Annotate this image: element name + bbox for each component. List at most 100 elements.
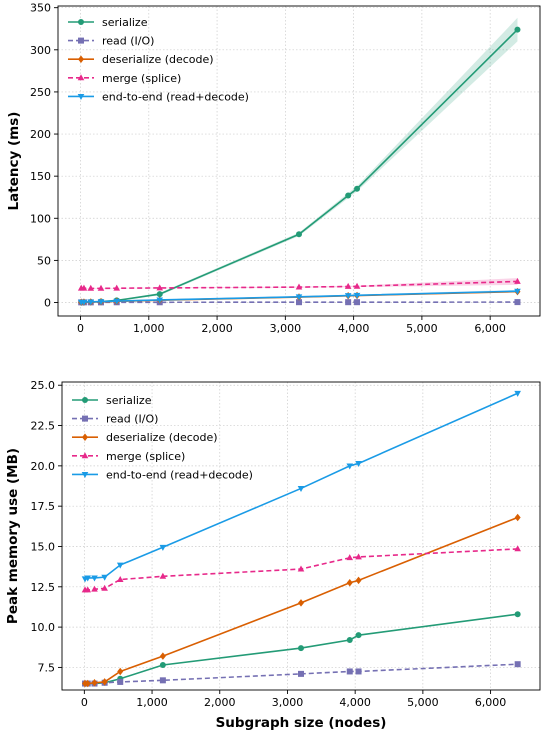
series-line: [85, 663, 518, 685]
legend-label: serialize: [106, 394, 152, 407]
y-tick-label: 10.0: [31, 621, 56, 634]
legend-label: end-to-end (read+decode): [102, 90, 249, 103]
legend-marker: [82, 433, 88, 441]
y-tick-label: 200: [30, 128, 51, 141]
data-point: [514, 545, 521, 552]
data-point: [514, 661, 521, 668]
x-tick-label: 5,000: [407, 696, 439, 709]
legend-label: read (I/O): [102, 35, 154, 48]
y-tick-label: 12.5: [31, 581, 56, 594]
legend: serialize read (I/O) deserialize (decode) m…: [68, 16, 249, 103]
data-point: [159, 652, 166, 660]
data-point: [159, 662, 166, 669]
legend-item: end-to-end (read+decode): [68, 90, 249, 103]
data-point: [355, 461, 362, 468]
data-point: [346, 463, 354, 470]
data-point: [344, 282, 352, 289]
legend-marker: [78, 37, 84, 44]
y-tick-label: 17.5: [31, 500, 56, 513]
y-tick-label: 0: [44, 297, 51, 310]
data-point: [344, 293, 352, 300]
data-point: [295, 294, 303, 301]
y-axis-label: Latency (ms): [6, 112, 22, 211]
data-point: [345, 299, 352, 306]
legend-label: serialize: [102, 16, 148, 29]
series: [77, 288, 521, 306]
y-axis-label: Peak memory use (MB): [5, 448, 21, 624]
data-point: [91, 575, 98, 582]
x-tick-label: 4,000: [338, 322, 370, 335]
data-point: [91, 678, 98, 687]
legend-item: deserialize (decode): [72, 431, 218, 444]
data-point: [156, 291, 163, 298]
series: [81, 390, 521, 583]
legend-marker: [81, 472, 89, 478]
series-line: [84, 392, 518, 580]
legend-item: read (I/O): [72, 413, 158, 426]
legend-item: serialize: [68, 16, 148, 29]
x-tick-label: 4,000: [339, 696, 371, 709]
data-point: [113, 284, 121, 291]
data-point: [117, 667, 124, 676]
series: [77, 277, 521, 291]
data-point: [84, 575, 92, 582]
data-point: [298, 645, 304, 652]
y-tick-label: 250: [30, 86, 51, 99]
legend-marker: [82, 415, 88, 422]
data-point: [159, 544, 167, 551]
data-point: [87, 299, 95, 306]
data-point: [116, 575, 124, 582]
legend: serialize read (I/O) deserialize (decode) m…: [72, 394, 253, 481]
data-point: [156, 284, 164, 291]
data-point: [346, 668, 353, 675]
data-point: [113, 298, 121, 305]
legend-label: deserialize (decode): [102, 53, 214, 66]
x-axis-label: Subgraph size (nodes): [216, 715, 387, 731]
legend-item: read (I/O): [68, 35, 154, 48]
data-point: [101, 574, 108, 581]
series-line: [81, 29, 519, 304]
x-tick-label: 3,000: [270, 322, 302, 335]
y-tick-label: 350: [30, 2, 51, 15]
x-tick-label: 0: [81, 696, 88, 709]
legend-label: end-to-end (read+decode): [106, 468, 253, 481]
data-point: [514, 513, 521, 522]
data-point: [159, 677, 166, 684]
data-point: [297, 565, 305, 572]
data-point: [97, 284, 105, 291]
y-tick-label: 150: [30, 170, 51, 183]
data-point: [116, 562, 124, 569]
data-point: [159, 572, 167, 579]
data-point: [97, 299, 105, 306]
data-point: [346, 637, 353, 644]
data-point: [297, 486, 305, 493]
data-point: [355, 576, 362, 585]
data-point: [80, 299, 88, 306]
y-tick-label: 7.5: [38, 661, 56, 674]
x-tick-label: 3,000: [272, 696, 304, 709]
data-point: [296, 231, 302, 238]
x-tick-label: 5,000: [406, 322, 438, 335]
data-point: [156, 297, 164, 304]
data-point: [355, 553, 362, 560]
legend-marker: [81, 452, 89, 459]
data-point: [514, 390, 521, 397]
y-tick-label: 300: [30, 44, 51, 57]
data-point: [80, 284, 88, 291]
y-tick-label: 100: [30, 212, 51, 225]
data-point: [355, 668, 362, 675]
legend-label: merge (splice): [102, 72, 181, 85]
legend-item: serialize: [72, 394, 152, 407]
y-tick-label: 20.0: [31, 460, 56, 473]
legend-item: end-to-end (read+decode): [72, 468, 253, 481]
series: [82, 661, 521, 687]
data-point: [514, 611, 521, 618]
series: [78, 26, 521, 306]
legend-label: merge (splice): [106, 450, 185, 463]
data-point: [346, 579, 353, 587]
legend-item: merge (splice): [72, 450, 185, 463]
data-point: [101, 584, 108, 591]
data-point: [354, 299, 361, 306]
data-point: [346, 554, 354, 561]
